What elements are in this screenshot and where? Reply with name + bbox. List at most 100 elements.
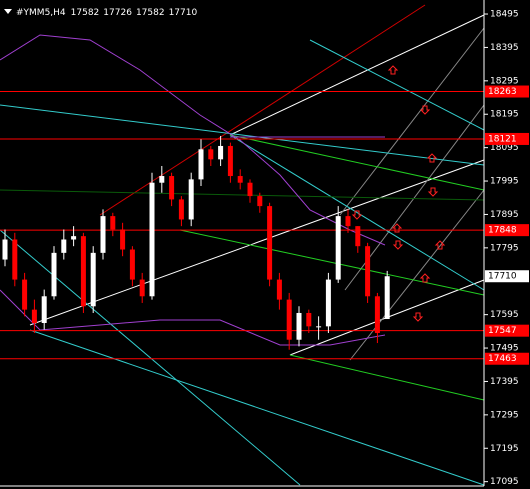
trendline bbox=[29, 159, 485, 326]
arrow-up bbox=[419, 273, 431, 283]
y-tick-label: 18095 bbox=[490, 143, 519, 153]
price-tag bbox=[485, 270, 529, 283]
candle-body bbox=[2, 239, 8, 260]
trendline bbox=[229, 134, 485, 191]
trendline bbox=[309, 39, 485, 131]
chart-header: #YMM5,H4 17582 17726 17582 17710 bbox=[16, 8, 197, 18]
y-tick-label: 18495 bbox=[490, 10, 519, 20]
level-label: 18263 bbox=[488, 87, 517, 97]
candle-body bbox=[267, 206, 273, 280]
band bbox=[0, 34, 386, 246]
level-tag bbox=[485, 85, 529, 98]
candle-body bbox=[51, 252, 57, 297]
candle-body bbox=[247, 182, 253, 197]
candle-body bbox=[218, 145, 224, 160]
candle-body bbox=[325, 279, 331, 327]
trendline bbox=[179, 229, 485, 296]
low: 17582 bbox=[136, 8, 165, 18]
trendline bbox=[349, 189, 485, 361]
y-tick-label: 17295 bbox=[490, 410, 519, 420]
candle-body bbox=[139, 279, 145, 297]
y-tick-label: 17895 bbox=[490, 210, 519, 220]
candle-body bbox=[80, 236, 86, 307]
candle-body bbox=[129, 249, 135, 280]
candle-body bbox=[120, 229, 126, 250]
level-label: 17547 bbox=[488, 326, 517, 336]
arrows bbox=[351, 65, 446, 322]
y-tick-label: 17395 bbox=[490, 377, 519, 387]
trendline bbox=[289, 354, 485, 401]
trendline bbox=[29, 329, 485, 486]
candle-body bbox=[169, 176, 175, 200]
level-label: 18121 bbox=[488, 134, 517, 144]
trendline bbox=[229, 14, 485, 136]
candle-body bbox=[188, 179, 194, 220]
candle-body bbox=[159, 176, 165, 183]
open: 17582 bbox=[71, 8, 100, 18]
candle-body bbox=[316, 326, 322, 328]
candle-body bbox=[374, 296, 380, 334]
price-label: 17710 bbox=[488, 272, 517, 282]
candle-body bbox=[335, 216, 341, 280]
candle-body bbox=[237, 176, 243, 183]
candle-body bbox=[41, 296, 47, 323]
arrow-down bbox=[351, 210, 363, 220]
candle-body bbox=[71, 236, 77, 240]
candle-body bbox=[286, 299, 292, 340]
plot bbox=[0, 91, 484, 360]
level-tag bbox=[485, 324, 529, 337]
arrow-up bbox=[426, 153, 438, 163]
candle-body bbox=[306, 312, 312, 327]
trendline bbox=[339, 27, 485, 216]
candle-body bbox=[208, 149, 214, 160]
arrow-down bbox=[427, 187, 439, 197]
candle-body bbox=[345, 216, 351, 227]
candle-body bbox=[384, 276, 390, 319]
candle-body bbox=[198, 149, 204, 180]
candle-body bbox=[12, 239, 18, 280]
y-tick-label: 18295 bbox=[490, 76, 519, 86]
level-label: 17463 bbox=[488, 354, 517, 364]
trendline bbox=[0, 104, 485, 166]
trendlines bbox=[0, 4, 485, 486]
candle-body bbox=[227, 145, 233, 177]
close: 17710 bbox=[169, 8, 198, 18]
y-tick-label: 18395 bbox=[490, 43, 519, 53]
trendline bbox=[0, 189, 485, 201]
y-tick-label: 17095 bbox=[490, 477, 519, 487]
candle-body bbox=[178, 199, 184, 220]
candle-body bbox=[257, 196, 263, 207]
candle-body bbox=[355, 226, 361, 247]
y-tick-label: 17195 bbox=[490, 444, 519, 454]
candle-body bbox=[296, 312, 302, 340]
y-tick-label: 18195 bbox=[490, 110, 519, 120]
candle-body bbox=[365, 246, 371, 297]
y-tick-label: 17495 bbox=[490, 344, 519, 354]
y-tick-label: 17995 bbox=[490, 177, 519, 187]
y-tick-label: 17595 bbox=[490, 310, 519, 320]
menu-triangle bbox=[4, 9, 12, 14]
y-tick-label: 17795 bbox=[490, 243, 519, 253]
level-tag bbox=[485, 224, 529, 237]
level-tag bbox=[485, 132, 529, 145]
arrow-up bbox=[434, 240, 446, 250]
candle-body bbox=[31, 309, 37, 323]
arrow-up bbox=[387, 65, 399, 75]
symbol: #YMM5,H4 bbox=[16, 8, 66, 18]
trendline bbox=[0, 229, 301, 486]
level-tag bbox=[485, 352, 529, 365]
candle-body bbox=[100, 216, 106, 253]
candle-body bbox=[61, 239, 67, 253]
candle-body bbox=[276, 279, 282, 300]
trendline bbox=[229, 134, 485, 291]
candle-body bbox=[110, 216, 116, 230]
arrow-down bbox=[412, 312, 424, 322]
band bbox=[0, 289, 386, 346]
arrow-down bbox=[419, 105, 431, 115]
arrow-down bbox=[392, 240, 404, 250]
high: 17726 bbox=[103, 8, 132, 18]
level-label: 17848 bbox=[488, 226, 517, 236]
candle-body bbox=[149, 182, 155, 297]
candle-body bbox=[90, 252, 96, 307]
